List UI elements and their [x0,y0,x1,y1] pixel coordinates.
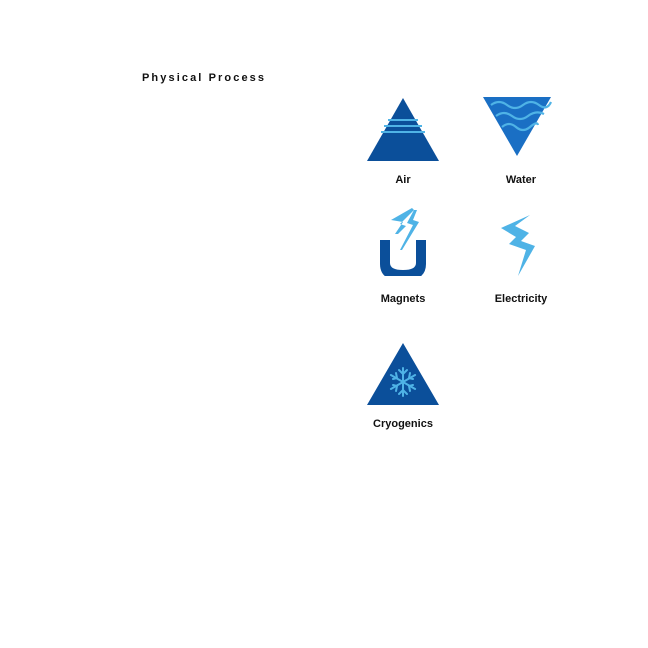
process-item-water: Water [471,94,571,204]
process-item-air: Air [353,94,453,204]
item-label-electricity: Electricity [494,293,548,305]
item-label-cryogenics: Cryogenics [373,418,433,430]
air-triangle-icon [353,94,453,164]
item-label-air: Air [395,174,411,186]
magnet-icon [353,206,453,276]
page-title: Physical Process [142,72,267,84]
item-label-magnets: Magnets [380,293,426,305]
item-label-water: Water [505,174,537,186]
lightning-bolt-icon [471,206,571,276]
process-item-cryogenics: Cryogenics [353,338,453,448]
process-item-electricity: Electricity [471,206,571,316]
process-item-magnets: Magnets [353,206,453,316]
snowflake-triangle-icon [353,338,453,408]
water-inverted-triangle-icon [471,94,571,164]
